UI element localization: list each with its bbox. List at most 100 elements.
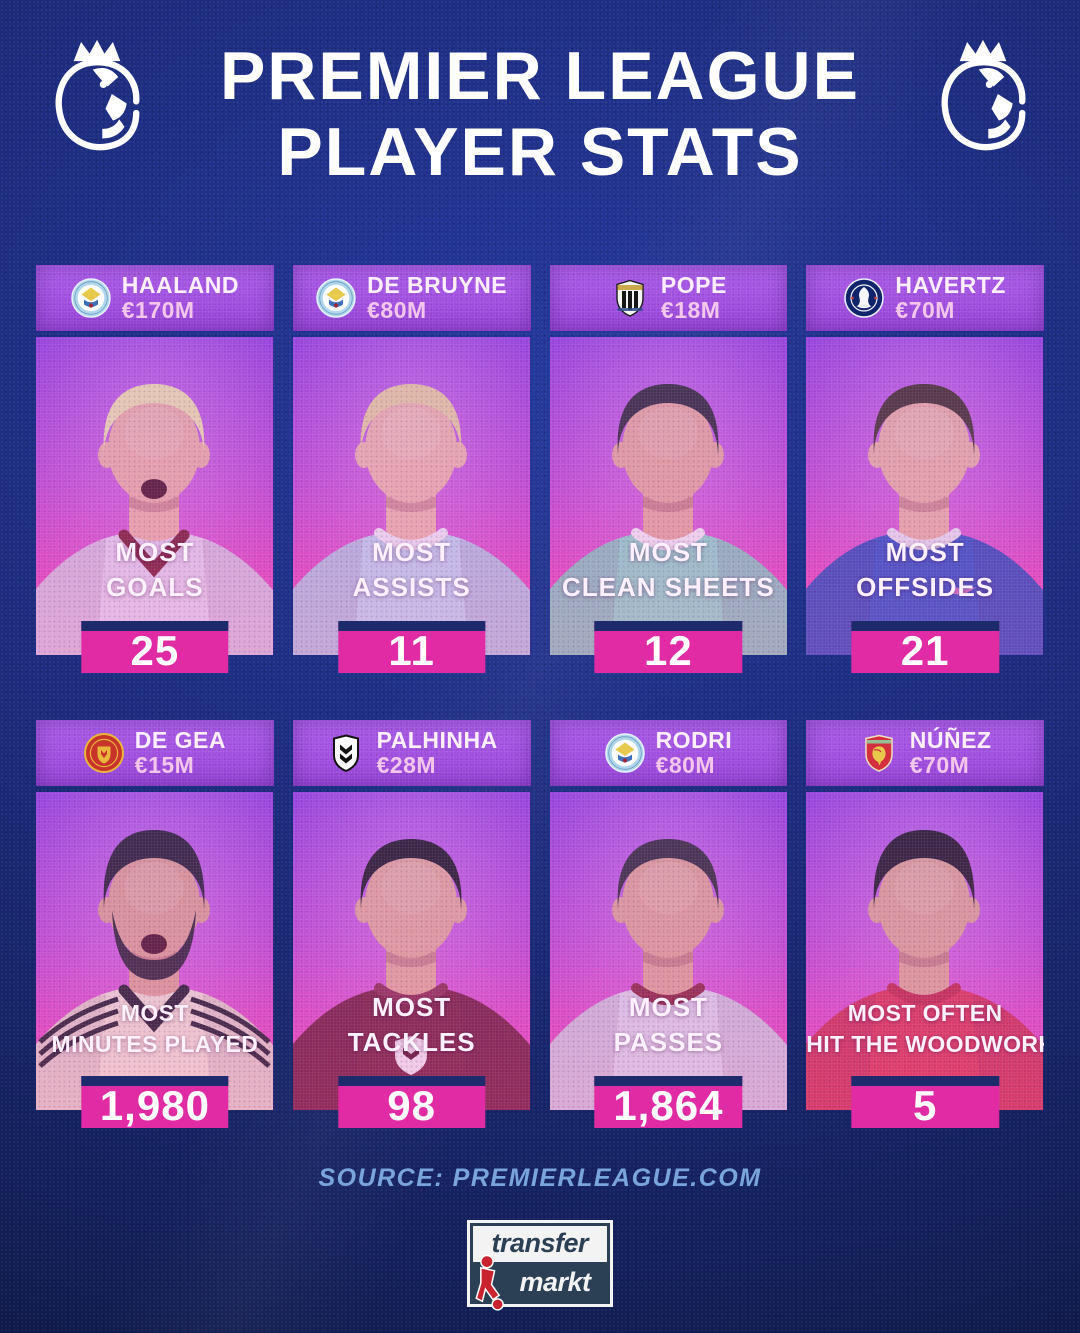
player-identity: DE BRUYNE €80M [367,273,507,323]
stat-label-line-1: MOST [372,536,452,567]
premier-league-lion-icon [44,34,150,156]
premier-league-lion-icon [930,34,1036,156]
stat-label-line-2: CLEAN SHEETS [561,571,775,602]
stat-value-box: 98 [337,1076,486,1129]
stat-value: 98 [387,1081,436,1129]
player-name: PALHINHA [376,727,498,754]
player-photo: MOST MINUTES PLAYED [36,792,274,1110]
player-portrait-illustration [806,337,1044,655]
transfermarkt-kicker-icon [471,1254,509,1312]
player-card: HAALAND €170M MOST GOALS 25 [36,265,274,673]
cards-grid: HAALAND €170M MOST GOALS 25 DE BRUYNE €8… [36,265,1044,1128]
footer: SOURCE: PREMIERLEAGUE.COM transfer markt [0,1164,1080,1311]
stat-label-line-2: HIT THE WOODWORK [806,1030,1044,1057]
player-market-value: €70M [895,297,955,323]
stat-label: MOST MINUTES PLAYED [36,998,274,1060]
player-card: HAVERTZ €70M MOST OFFSIDES 21 [806,265,1044,673]
header: PREMIER LEAGUE PLAYER STATS [0,34,1080,190]
newcastle-united-badge-icon [610,278,650,318]
player-portrait-illustration [549,792,788,1110]
player-market-value: €28M [376,752,437,778]
stat-label-line-1: MOST [372,991,452,1022]
stat-label-line-2: GOALS [106,571,204,602]
stat-value-box: 1,864 [594,1076,743,1128]
page-title: PREMIER LEAGUE PLAYER STATS [190,38,890,190]
stat-label: MOST PASSES [550,990,788,1060]
card-header: HAVERTZ €70M [806,265,1044,331]
stat-label-line-1: MOST [885,536,965,567]
stat-label: MOST ASSISTS [293,535,531,605]
player-name: NÚÑEZ [909,727,992,754]
player-identity: RODRI €80M [656,728,733,778]
stat-label-line-1: MOST OFTEN [847,999,1003,1026]
stat-value-box: 11 [337,621,486,673]
chelsea-badge-icon [844,278,885,318]
manchester-united-badge-icon [83,733,124,773]
player-market-value: €170M [121,297,195,323]
manchester-city-badge-icon [604,733,645,773]
player-identity: HAVERTZ €70M [895,273,1005,323]
stat-value: 25 [130,626,180,674]
player-market-value: €80M [367,297,427,323]
player-name: DE GEA [134,727,226,754]
player-identity: PALHINHA €28M [377,728,498,778]
player-portrait-illustration [549,337,788,655]
transfermarkt-logo: transfer markt [467,1220,613,1311]
player-portrait-illustration [806,792,1044,1110]
card-header: DE GEA €15M [36,720,274,786]
player-photo: MOST GOALS [36,337,274,655]
stat-value: 12 [644,626,693,674]
player-portrait-illustration [292,792,531,1110]
manchester-city-badge-icon [316,278,356,318]
player-card: DE GEA €15M MOST MINUTES PLAYED 1,980 [36,720,274,1128]
stat-label: MOST CLEAN SHEETS [550,535,788,605]
player-card: PALHINHA €28M MOST TACKLES 98 [292,720,531,1128]
player-identity: NÚÑEZ €70M [910,728,992,778]
title-line-2: PLAYER STATS [277,114,803,191]
player-market-value: €70M [909,752,970,778]
player-identity: DE GEA €15M [135,728,226,778]
stat-value: 1,980 [99,1081,210,1129]
stat-value: 21 [900,626,950,674]
stat-label-line-2: ASSISTS [352,571,471,602]
player-photo: MOST OFFSIDES [806,337,1044,655]
player-identity: POPE €18M [661,273,727,323]
stat-label: MOST OFFSIDES [806,535,1044,605]
card-header: PALHINHA €28M [292,720,531,786]
player-name: HAVERTZ [895,272,1006,299]
player-portrait-illustration [36,337,274,655]
stat-value-box: 12 [594,621,743,674]
stat-label-line-1: MOST [115,536,195,567]
manchester-city-badge-icon [71,278,111,318]
player-name: RODRI [655,727,733,754]
card-header: HAALAND €170M [36,265,274,331]
player-market-value: €15M [134,752,195,778]
liverpool-badge-icon [859,733,899,773]
card-header: POPE €18M [549,265,788,331]
stat-label-line-1: MOST [628,536,708,567]
stat-label-line-2: PASSES [613,1026,724,1057]
stat-value-box: 5 [851,1076,999,1128]
stat-label: MOST GOALS [36,535,274,605]
player-photo: MOST OFTEN HIT THE WOODWORK [806,792,1044,1110]
card-header: RODRI €80M [549,720,788,786]
player-photo: MOST ASSISTS [292,337,531,655]
player-card: NÚÑEZ €70M MOST OFTEN HIT THE WOODWORK 5 [806,720,1044,1128]
stat-value-box: 1,980 [81,1076,229,1129]
player-name: POPE [660,272,727,299]
stat-label-line-1: MOST [120,999,189,1026]
player-market-value: €80M [655,752,716,778]
player-card: DE BRUYNE €80M MOST ASSISTS 11 [292,265,531,673]
player-card: POPE €18M MOST CLEAN SHEETS 12 [549,265,788,673]
fulham-badge-icon [326,733,366,773]
player-portrait-illustration [36,792,274,1110]
title-line-1: PREMIER LEAGUE [219,38,861,114]
stat-label-line-2: OFFSIDES [856,571,995,602]
player-identity: HAALAND €170M [122,273,239,323]
source-text: SOURCE: PREMIERLEAGUE.COM [318,1164,762,1192]
player-photo: MOST PASSES [549,792,788,1110]
player-photo: MOST CLEAN SHEETS [549,337,788,655]
card-header: DE BRUYNE €80M [292,265,531,331]
player-name: DE BRUYNE [367,272,508,299]
